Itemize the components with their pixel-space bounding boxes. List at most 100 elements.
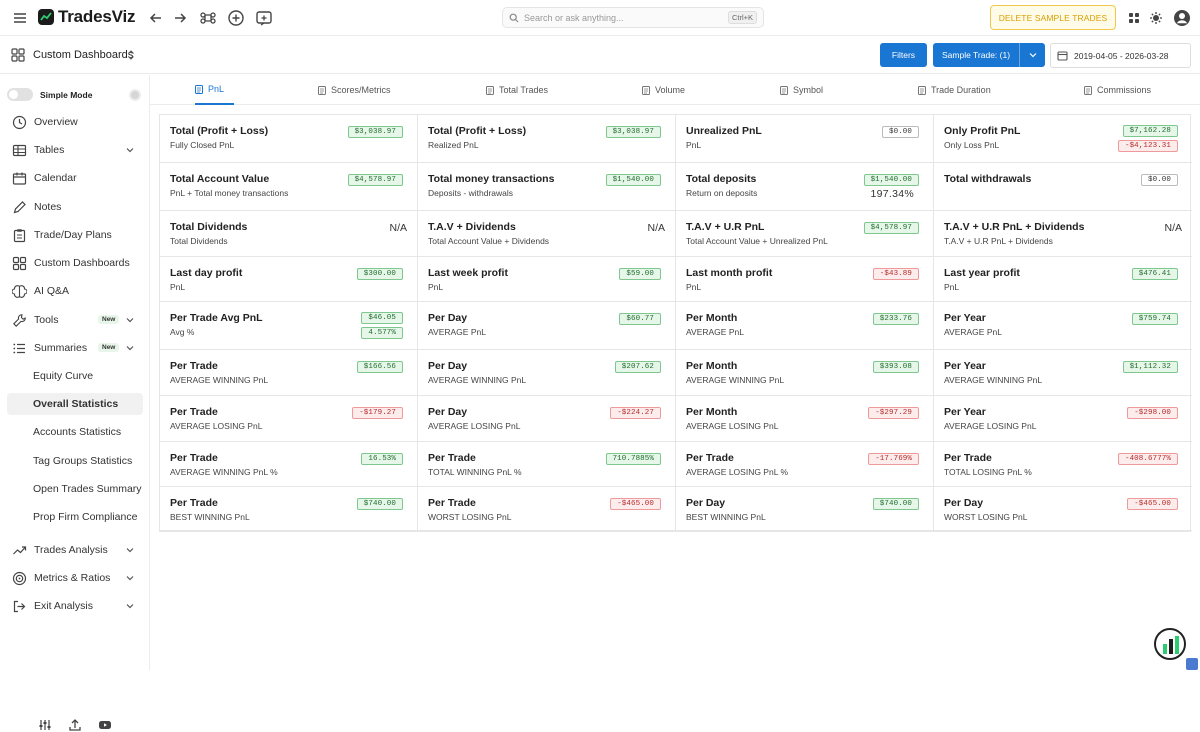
sidebar-item-metrics-ratios[interactable]: Metrics & Ratios xyxy=(7,567,143,589)
add-circle-icon[interactable] xyxy=(226,8,246,28)
stat-subtitle: PnL xyxy=(944,282,960,292)
stat-card-total-deposits: Total deposits Return on deposits $1,540.0… xyxy=(676,163,934,211)
stat-title: Per Trade xyxy=(686,452,734,464)
delete-sample-trades-button[interactable]: DELETE SAMPLE TRADES xyxy=(990,5,1116,30)
tab-label: Total Trades xyxy=(499,85,549,95)
stat-subtitle: Only Loss PnL xyxy=(944,140,1000,150)
search-placeholder: Search or ask anything... xyxy=(524,12,624,23)
sidebar-subitem-overall-statistics[interactable]: Overall Statistics xyxy=(7,393,143,415)
upload-icon[interactable] xyxy=(68,718,82,732)
sliders-icon[interactable] xyxy=(38,718,52,732)
stats-grid: Total (Profit + Loss) Fully Closed PnL $3,… xyxy=(159,114,1192,532)
clock-icon xyxy=(12,115,27,129)
menu-icon[interactable] xyxy=(10,8,30,28)
tab-pnl[interactable]: PnL xyxy=(195,75,235,105)
command-icon[interactable] xyxy=(198,8,218,28)
sidebar-item-tools[interactable]: Tools New xyxy=(7,309,143,331)
sidebar-item-ai-q-a[interactable]: AI Q&A xyxy=(7,280,143,302)
chevron-down-icon[interactable] xyxy=(125,343,135,353)
stat-card-per-month: Per Month AVERAGE WINNING PnL $393.08 xyxy=(676,350,934,396)
sidebar-item-label: Tools xyxy=(34,314,59,326)
pencil-icon xyxy=(13,200,26,213)
search-input[interactable]: Search or ask anything... Ctrl+K xyxy=(502,7,764,28)
stat-card-total-withdrawals: Total withdrawals $0.00 xyxy=(934,163,1192,211)
chevron-down-icon[interactable] xyxy=(125,545,135,555)
dashboard-selector[interactable]: Custom Dashboards xyxy=(33,49,134,61)
document-icon xyxy=(195,84,203,94)
stat-subtitle: PnL xyxy=(686,282,702,292)
tab-volume[interactable]: Volume xyxy=(642,75,685,105)
document-icon xyxy=(318,85,326,95)
stat-value-badge: -$224.27 xyxy=(610,407,661,419)
account-selector[interactable]: Sample Trade: (1) xyxy=(933,43,1045,67)
tab-scores-metrics[interactable]: Scores/Metrics xyxy=(318,75,391,105)
sidebar-item-notes[interactable]: Notes xyxy=(7,196,143,218)
chevron-down-icon[interactable] xyxy=(125,573,135,583)
document-icon xyxy=(486,85,494,95)
calendar-icon xyxy=(12,172,27,185)
sidebar-subitem-open-trades-summary[interactable]: Open Trades Summary xyxy=(33,483,142,495)
apps-grid-icon[interactable] xyxy=(1124,8,1144,28)
sidebar-item-tables[interactable]: Tables xyxy=(7,139,143,161)
trending-icon xyxy=(13,545,27,554)
sidebar-item-calendar[interactable]: Calendar xyxy=(7,167,143,189)
sidebar-subitem-equity-curve[interactable]: Equity Curve xyxy=(33,370,94,382)
sidebar-item-trade-day-plans[interactable]: Trade/Day Plans xyxy=(7,224,143,246)
back-arrow-icon[interactable] xyxy=(146,8,166,28)
stat-subtitle: AVERAGE LOSING PnL % xyxy=(686,467,789,477)
stat-title: Per Month xyxy=(686,360,738,372)
sidebar-subitem-accounts-statistics[interactable]: Accounts Statistics xyxy=(33,426,122,438)
chevron-down-icon[interactable] xyxy=(125,601,135,611)
tab-label: Commissions xyxy=(1097,85,1152,95)
stat-subtitle: WORST LOSING PnL xyxy=(428,512,512,522)
sidebar-item-exit-analysis[interactable]: Exit Analysis xyxy=(7,595,143,617)
date-range-picker[interactable]: 2019-04-05 - 2026-03-28 xyxy=(1050,43,1191,68)
sidebar-item-custom-dashboards[interactable]: Custom Dashboards xyxy=(7,252,143,274)
app-logo[interactable]: TradesViz xyxy=(37,7,135,27)
sidebar-item-summaries[interactable]: Summaries New xyxy=(7,337,143,359)
stat-title: Last month profit xyxy=(686,267,773,279)
stat-title: Total deposits xyxy=(686,173,757,185)
stat-subtitle: Return on deposits xyxy=(686,188,758,198)
tab-symbol[interactable]: Symbol xyxy=(780,75,823,105)
stat-card-per-day: Per Day AVERAGE LOSING PnL -$224.27 xyxy=(418,396,676,442)
tab-commissions[interactable]: Commissions xyxy=(1084,75,1151,105)
sidebar: Simple Mode Overview Tables Calendar Notes T… xyxy=(0,75,150,731)
stat-card-per-month: Per Month AVERAGE PnL $233.76 xyxy=(676,302,934,350)
sidebar-item-label: Summaries xyxy=(34,342,88,354)
filters-button[interactable]: Filters xyxy=(880,43,927,67)
forward-arrow-icon[interactable] xyxy=(170,8,190,28)
stat-title: Per Month xyxy=(686,406,738,418)
sidebar-item-overview[interactable]: Overview xyxy=(7,111,143,133)
account-dropdown-icon[interactable] xyxy=(1019,43,1045,67)
sidebar-subitem-tag-groups-statistics[interactable]: Tag Groups Statistics xyxy=(33,455,133,467)
sidebar-subitem-prop-firm-compliance[interactable]: Prop Firm Compliance xyxy=(33,511,138,523)
sidebar-item-trades-analysis[interactable]: Trades Analysis xyxy=(7,539,143,561)
theme-sun-icon[interactable] xyxy=(1146,8,1166,28)
chat-corner-icon[interactable] xyxy=(1186,658,1198,670)
tab-total-trades[interactable]: Total Trades xyxy=(486,75,548,105)
tab-trade-duration[interactable]: Trade Duration xyxy=(918,75,991,105)
grid-icon xyxy=(12,256,27,270)
simple-mode-toggle[interactable] xyxy=(7,88,33,101)
chart-widget-button[interactable] xyxy=(1154,628,1186,660)
stat-subtitle: TOTAL LOSING PnL % xyxy=(944,467,1032,477)
stat-card-per-trade: Per Trade TOTAL LOSING PnL % -408.6777% xyxy=(934,442,1192,487)
stat-value-badge: $740.00 xyxy=(356,498,403,510)
stat-value-badge: -$297.29 xyxy=(868,407,919,419)
list-icon xyxy=(13,343,25,353)
document-icon xyxy=(642,85,650,95)
user-avatar-icon[interactable] xyxy=(1172,8,1192,28)
stat-value-badge: 710.7885% xyxy=(605,453,661,465)
youtube-icon[interactable] xyxy=(98,718,112,732)
sort-chevron-icon[interactable] xyxy=(127,50,135,60)
chevron-down-icon[interactable] xyxy=(125,315,135,325)
chevron-down-icon[interactable] xyxy=(125,145,135,155)
stat-card-total-dividends: Total Dividends Total Dividends N/A xyxy=(160,211,418,257)
stat-title: Unrealized PnL xyxy=(686,125,762,137)
stat-value-badge: $4,578.97 xyxy=(863,222,919,234)
stat-title: Last year profit xyxy=(944,267,1020,279)
sidebar-item-label: AI Q&A xyxy=(34,285,70,297)
add-note-icon[interactable] xyxy=(254,8,274,28)
stat-card-t-a-v-dividends: T.A.V + Dividends Total Account Value + D… xyxy=(418,211,676,257)
